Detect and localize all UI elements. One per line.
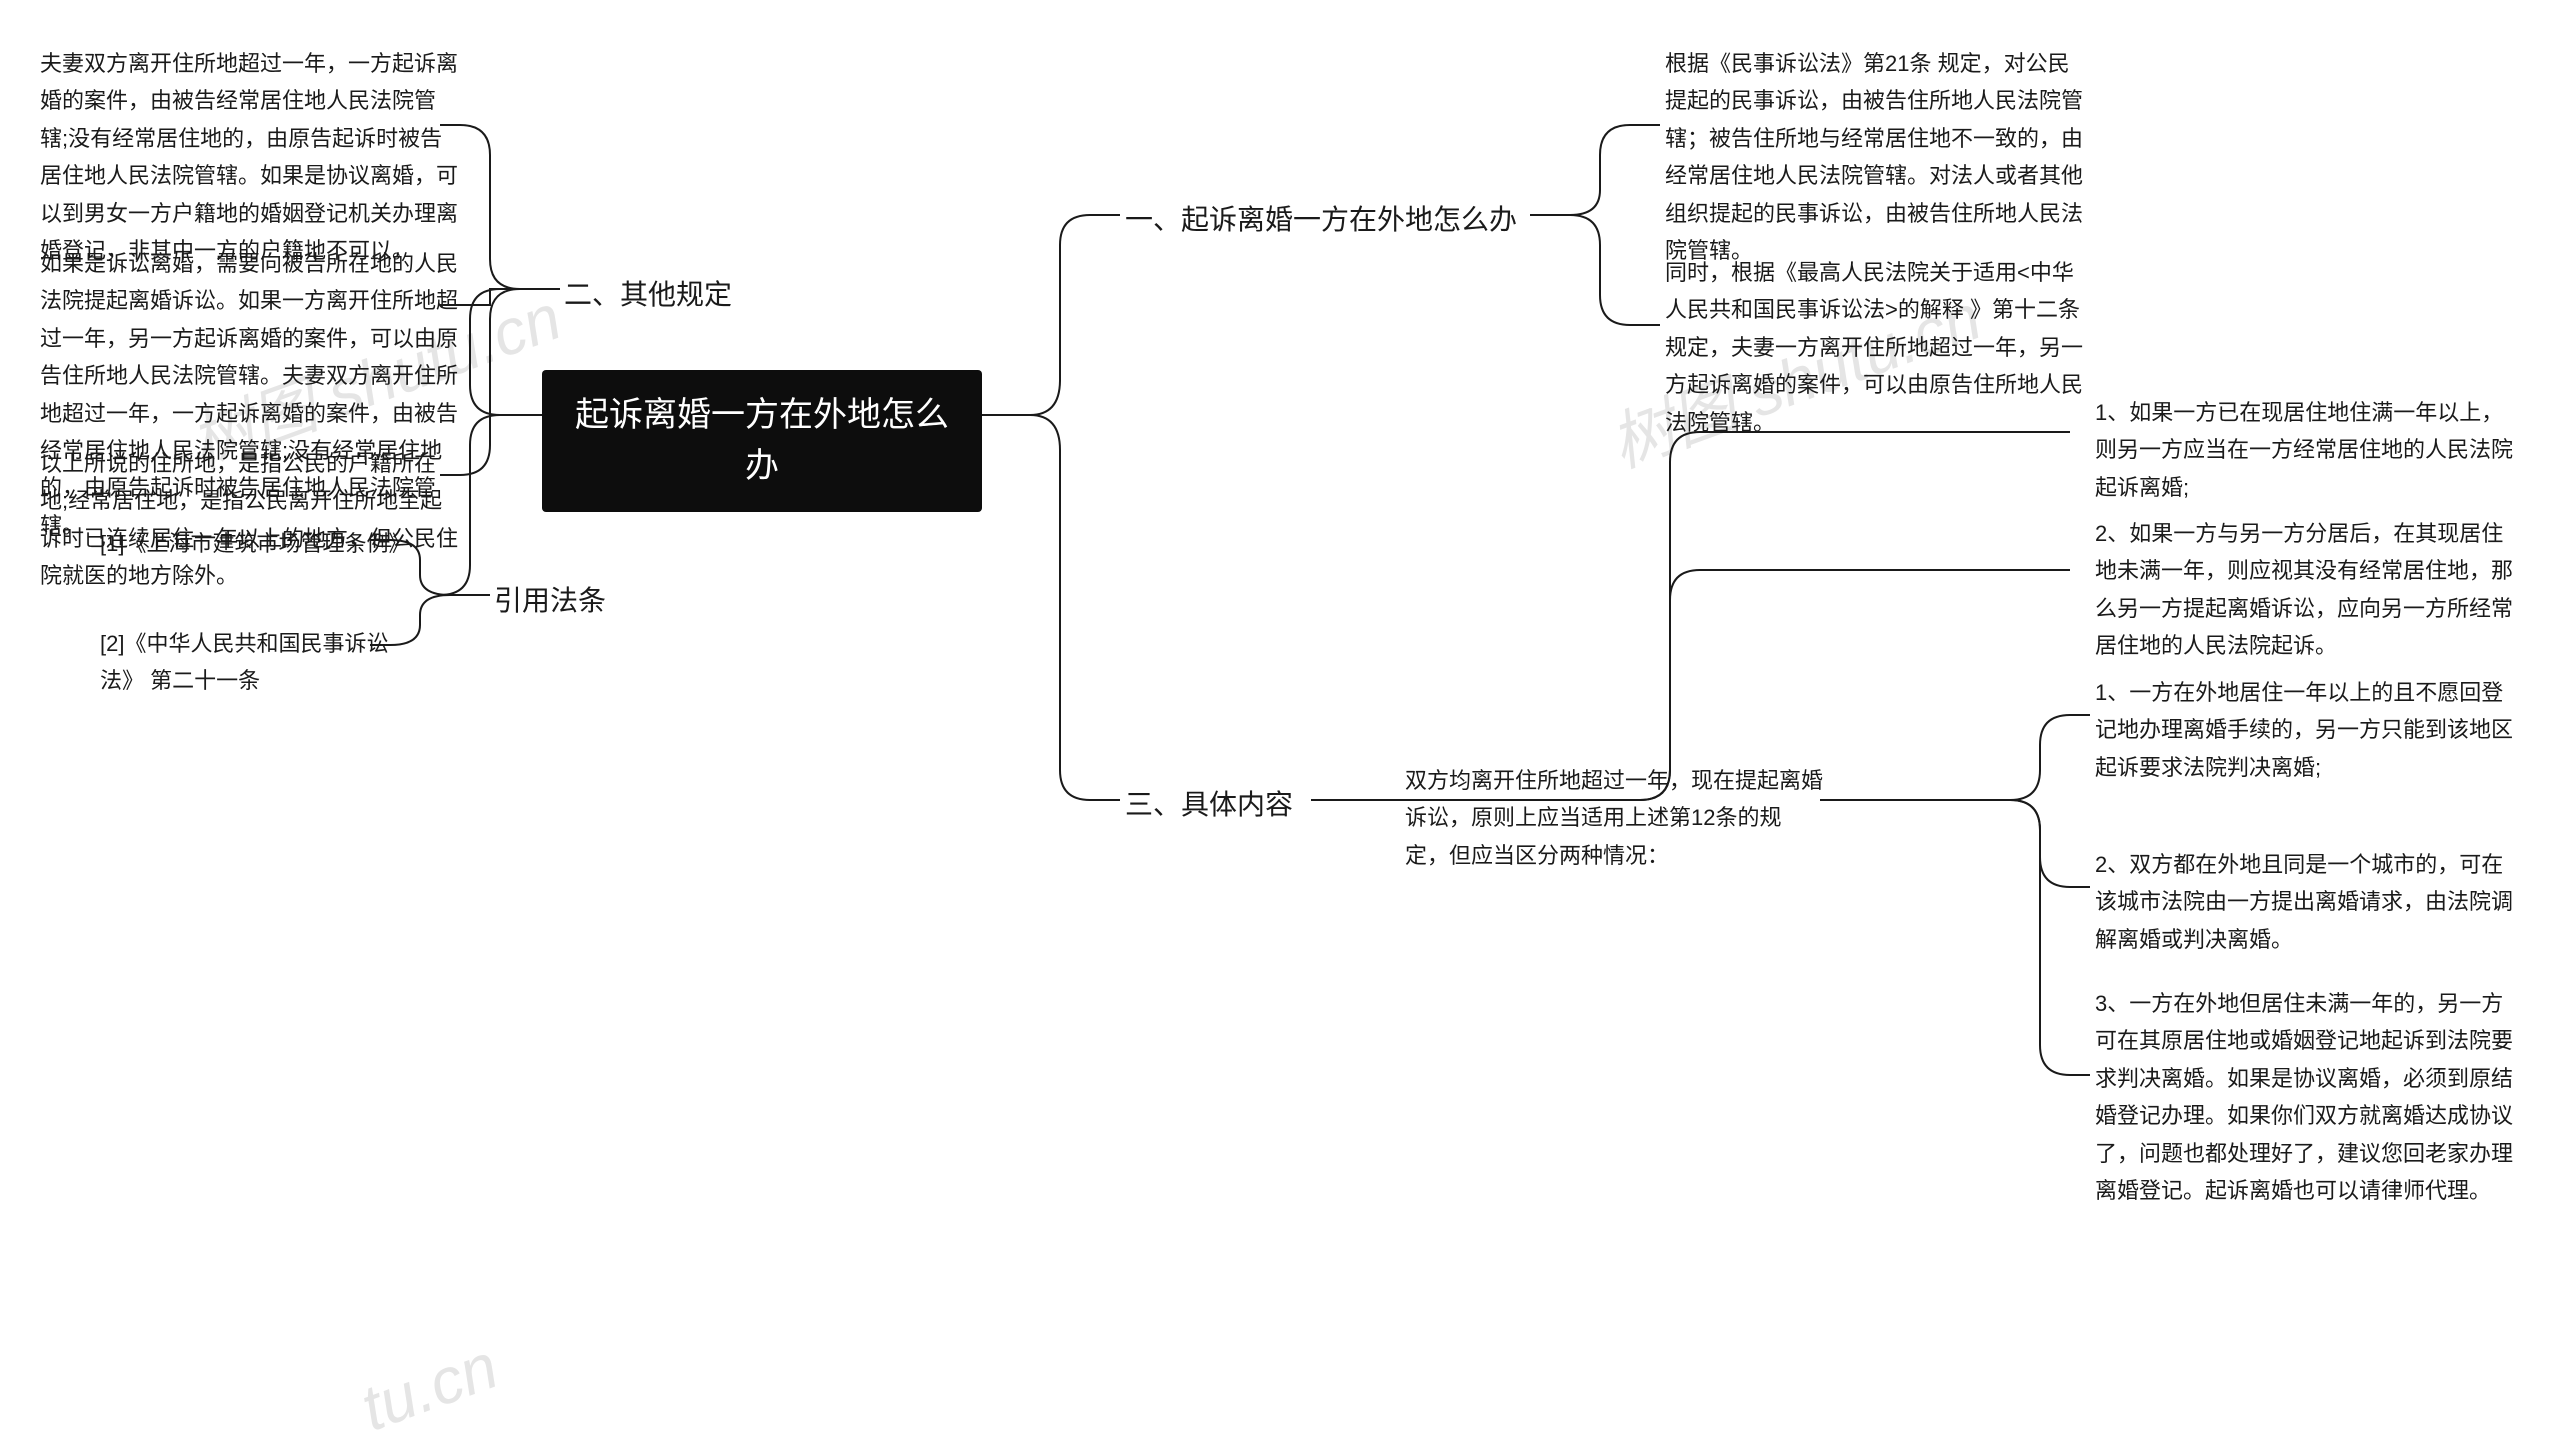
- root-node: 起诉离婚一方在外地怎么 办: [542, 370, 982, 512]
- branch-3-leaf-5: 3、一方在外地但居住未满一年的，另一方可在其原居住地或婚姻登记地起诉到法院要求判…: [2095, 985, 2515, 1209]
- branch-1-leaf-1: 根据《民事诉讼法》第21条 规定，对公民提起的民事诉讼，由被告住所地人民法院管辖…: [1665, 45, 2085, 269]
- branch-ref: 引用法条: [494, 579, 606, 624]
- branch-3-leaf-4: 2、双方都在外地且同是一个城市的，可在该城市法院由一方提出离婚请求，由法院调解离…: [2095, 846, 2515, 958]
- branch-3-leaf-1: 1、如果一方已在现居住地住满一年以上，则另一方应当在一方经常居住地的人民法院起诉…: [2095, 394, 2515, 506]
- ref-leaf-2: [2]《中华人民共和国民事诉讼法》 第二十一条: [100, 625, 420, 700]
- watermark: tu.cn: [352, 1329, 508, 1446]
- branch-2: 二、其他规定: [564, 273, 732, 318]
- branch-3-mid: 双方均离开住所地超过一年，现在提起离婚诉讼，原则上应当适用上述第12条的规定，但…: [1405, 762, 1825, 874]
- branch-3-leaf-2: 2、如果一方与另一方分居后，在其现居住地未满一年，则应视其没有经常居住地，那么另…: [2095, 515, 2515, 665]
- branch-2-leaf-3: 以上所说的住所地，是指公民的户籍所在地;经常居住地，是指公民离开住所地至起诉时已…: [40, 445, 460, 595]
- branch-1: 一、起诉离婚一方在外地怎么办: [1125, 198, 1517, 243]
- branch-1-leaf-2: 同时，根据《最高人民法院关于适用<中华人民共和国民事诉讼法>的解释 》第十二条规…: [1665, 254, 2085, 441]
- root-line2: 办: [572, 441, 952, 492]
- ref-leaf-1: [1]《上海市建筑市场管理条例》: [100, 525, 410, 562]
- branch-3-leaf-3: 1、一方在外地居住一年以上的且不愿回登记地办理离婚手续的，另一方只能到该地区起诉…: [2095, 674, 2515, 786]
- root-line1: 起诉离婚一方在外地怎么: [572, 390, 952, 441]
- branch-2-leaf-1: 夫妻双方离开住所地超过一年，一方起诉离婚的案件，由被告经常居住地人民法院管辖;没…: [40, 45, 460, 269]
- branch-3: 三、具体内容: [1125, 783, 1293, 828]
